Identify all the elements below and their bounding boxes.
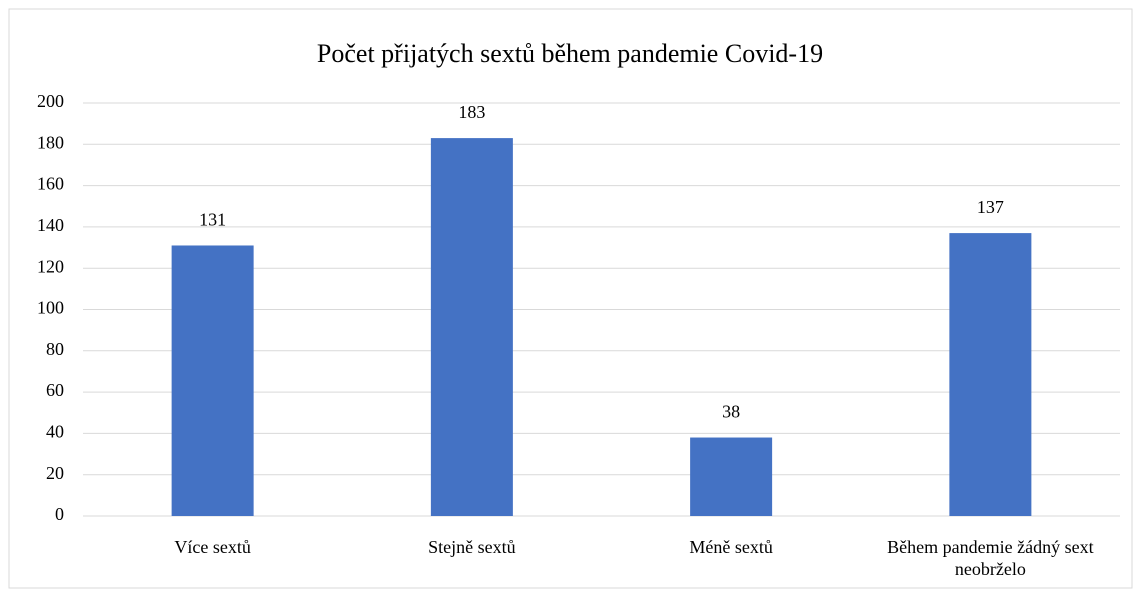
x-tick-label-box: Stejně sextů xyxy=(428,537,516,557)
x-tick-label: Více sextů xyxy=(174,537,251,557)
y-tick-label: 80 xyxy=(46,339,64,359)
y-tick-label: 140 xyxy=(37,215,64,235)
chart-title: Počet přijatých sextů během pandemie Cov… xyxy=(317,39,823,68)
x-tick-label: Během pandemie žádný sext neobrželo xyxy=(887,537,1094,579)
y-tick-label: 100 xyxy=(37,298,64,318)
y-tick-label: 120 xyxy=(37,256,64,276)
y-tick-label: 180 xyxy=(37,132,64,152)
y-tick-label: 0 xyxy=(55,504,64,524)
data-label: 131 xyxy=(199,210,226,230)
x-tick-label-box: Během pandemie žádný sext neobrželo xyxy=(887,537,1094,579)
x-tick-label: Stejně sextů xyxy=(428,537,516,557)
data-label: 183 xyxy=(458,102,485,122)
y-tick-label: 40 xyxy=(46,422,64,442)
bar xyxy=(171,245,254,517)
x-tick-label: Méně sextů xyxy=(689,537,773,557)
y-tick-label: 160 xyxy=(37,174,64,194)
bar xyxy=(949,233,1032,516)
y-tick-label: 20 xyxy=(46,463,64,483)
data-label: 137 xyxy=(977,197,1004,217)
x-tick-label-box: Více sextů xyxy=(174,537,251,557)
y-tick-label: 200 xyxy=(37,91,64,111)
data-label: 38 xyxy=(722,402,740,422)
x-tick-label-box: Méně sextů xyxy=(689,537,773,557)
bar xyxy=(430,138,513,517)
y-tick-label: 60 xyxy=(46,380,64,400)
bar xyxy=(690,437,773,516)
